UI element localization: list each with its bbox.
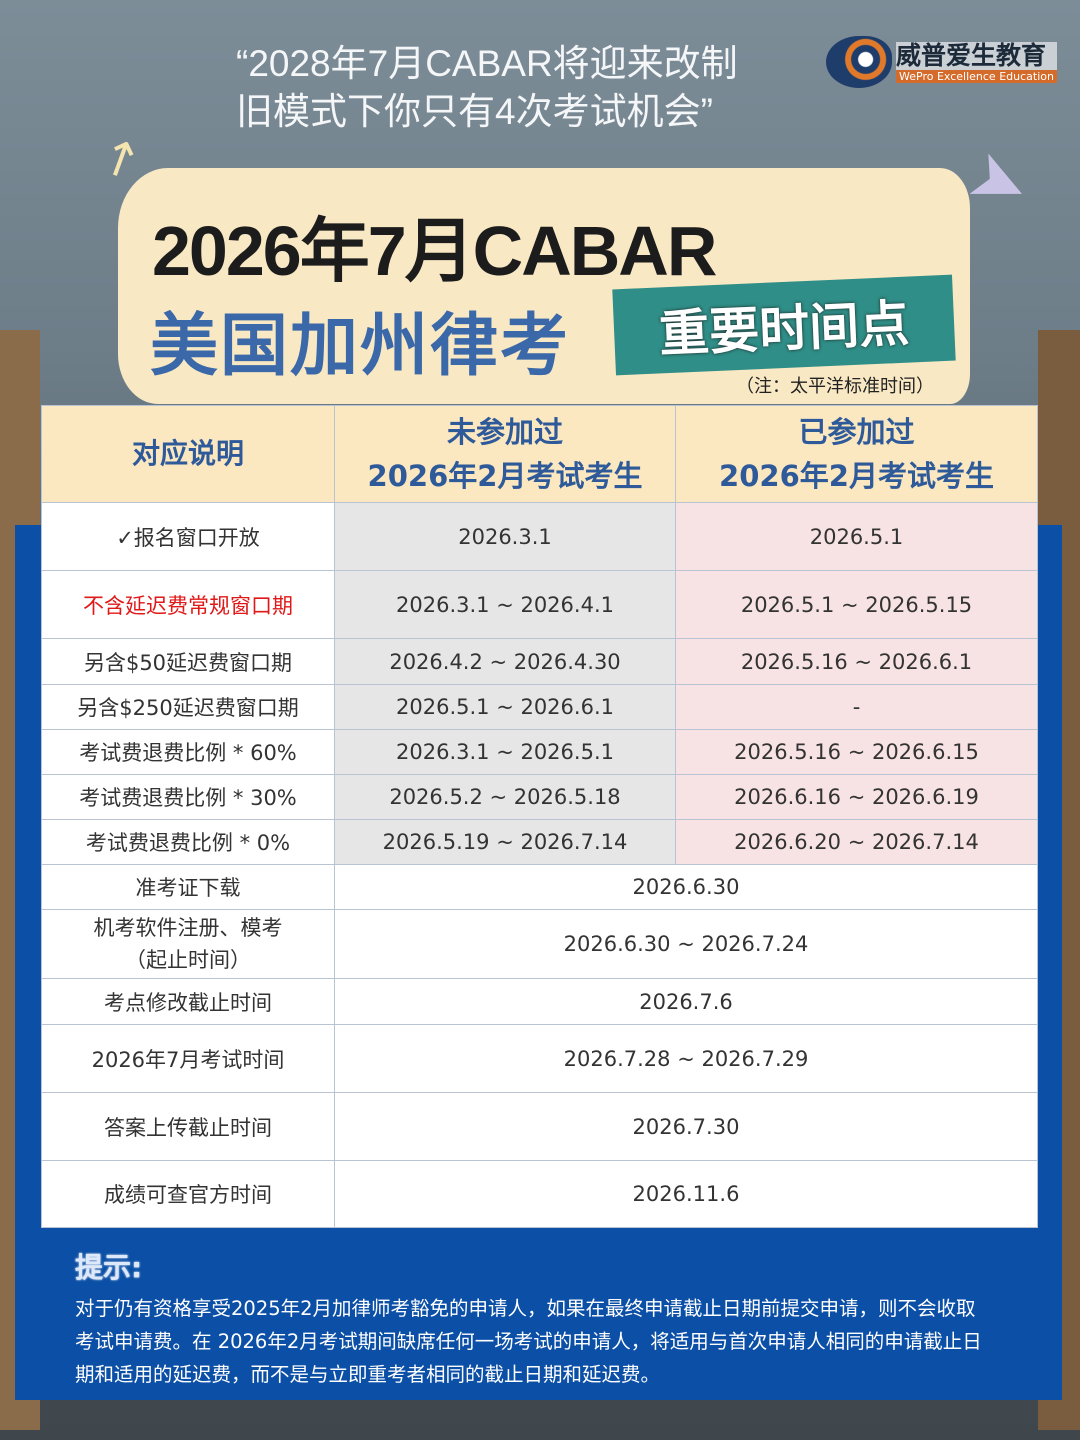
table-row: 准考证下载 2026.6.30 (41, 864, 1038, 910)
value-attended: - (675, 684, 1038, 730)
value-attended: 2026.6.16 ~ 2026.6.19 (675, 774, 1038, 820)
table-row: 不含延迟费常规窗口期 2026.3.1 ~ 2026.4.1 2026.5.1 ~ … (41, 570, 1038, 639)
row-label: 另含$250延迟费窗口期 (41, 684, 335, 730)
header-text: 对应说明 (131, 437, 244, 470)
table-row: 2026年7月考试时间 2026.7.28 ~ 2026.7.29 (41, 1024, 1038, 1093)
row-label: 考试费退费比例 * 30% (41, 774, 335, 820)
table-row: 另含$50延迟费窗口期 2026.4.2 ~ 2026.4.30 2026.5.16… (41, 638, 1038, 685)
table-row: 考点修改截止时间 2026.7.6 (41, 978, 1038, 1025)
header-text: 未参加过 2026年2月考试考生 (367, 415, 643, 493)
table-row: 机考软件注册、模考 （起止时间） 2026.6.30 ~ 2026.7.24 (41, 909, 1038, 979)
value-attended: 2026.5.16 ~ 2026.6.15 (675, 729, 1038, 775)
quote-line-2: 旧模式下你只有4次考试机会” (236, 91, 713, 132)
row-label: 另含$50延迟费窗口期 (41, 638, 335, 685)
row-label: 准考证下载 (41, 864, 335, 910)
row-label: 机考软件注册、模考 （起止时间） (41, 909, 335, 979)
header-quote: “2028年7月CABAR将迎来改制 旧模式下你只有4次考试机会” (236, 40, 738, 136)
logo-name-cn: 威普爱生教育 (896, 41, 1057, 70)
value-attended: 2026.5.1 ~ 2026.5.15 (675, 570, 1038, 639)
row-value: 2026.7.6 (334, 978, 1038, 1025)
tip-title: 提示: (75, 1251, 143, 1284)
value-attended: 2026.6.20 ~ 2026.7.14 (675, 819, 1038, 865)
title-tag-text: 重要时间点 (658, 294, 911, 364)
row-label: 考点修改截止时间 (41, 978, 335, 1025)
brand-logo: 威普爱生教育 WePro Excellence Education (826, 36, 1057, 88)
value-attended: 2026.5.16 ~ 2026.6.1 (675, 638, 1038, 685)
value-not-attended: 2026.5.19 ~ 2026.7.14 (334, 819, 676, 865)
header-text: 已参加过 2026年2月考试考生 (719, 415, 994, 493)
row-label: 考试费退费比例 * 60% (41, 729, 335, 775)
timezone-note: （注：太平洋标准时间） (736, 376, 934, 397)
row-value: 2026.6.30 (334, 864, 1038, 910)
row-value: 2026.11.6 (334, 1160, 1038, 1228)
row-value: 2026.7.28 ~ 2026.7.29 (334, 1024, 1038, 1093)
value-not-attended: 2026.5.1 ~ 2026.6.1 (334, 684, 676, 730)
header-attended: 已参加过 2026年2月考试考生 (675, 405, 1038, 503)
logo-name-en: WePro Excellence Education (896, 69, 1057, 83)
tip-section: 提示: 对于仍有资格享受2025年2月加律师考豁免的申请人，如果在最终申请截止日… (75, 1246, 995, 1391)
row-label: 考试费退费比例 * 0% (41, 819, 335, 865)
value-attended: 2026.5.1 (675, 502, 1038, 571)
value-not-attended: 2026.3.1 (334, 502, 676, 571)
table-row: 另含$250延迟费窗口期 2026.5.1 ~ 2026.6.1- (41, 684, 1038, 730)
row-value: 2026.7.30 (334, 1092, 1038, 1161)
row-label: ✓报名窗口开放 (41, 502, 335, 571)
schedule-table: 对应说明 未参加过 2026年2月考试考生 已参加过 2026年2月考试考生 ✓… (41, 405, 1038, 1228)
table-row: 答案上传截止时间 2026.7.30 (41, 1092, 1038, 1161)
title-tag: 重要时间点 (612, 274, 956, 376)
value-not-attended: 2026.4.2 ~ 2026.4.30 (334, 638, 676, 685)
header-not-attended: 未参加过 2026年2月考试考生 (334, 405, 676, 503)
table-row: 考试费退费比例 * 60% 2026.3.1 ~ 2026.5.1 2026.5.1… (41, 729, 1038, 775)
header-description: 对应说明 (41, 405, 335, 503)
title-line-2: 美国加州律考 (150, 307, 571, 386)
row-label: 2026年7月考试时间 (41, 1024, 335, 1093)
value-not-attended: 2026.5.2 ~ 2026.5.18 (334, 774, 676, 820)
logo-icon (826, 36, 892, 88)
table-row: 成绩可查官方时间 2026.11.6 (41, 1160, 1038, 1228)
table-row: 考试费退费比例 * 30% 2026.5.2 ~ 2026.5.18 2026.6.… (41, 774, 1038, 820)
table-row: 考试费退费比例 * 0% 2026.5.19 ~ 2026.7.14 2026.6.… (41, 819, 1038, 865)
tip-body: 对于仍有资格享受2025年2月加律师考豁免的申请人，如果在最终申请截止日期前提交… (75, 1297, 982, 1386)
row-label: 不含延迟费常规窗口期 (41, 570, 335, 639)
value-not-attended: 2026.3.1 ~ 2026.4.1 (334, 570, 676, 639)
title-line-1: 2026年7月CABAR (152, 212, 717, 290)
quote-line-1: “2028年7月CABAR将迎来改制 (236, 43, 738, 84)
table-row: ✓报名窗口开放 2026.3.1 2026.5.1 (41, 502, 1038, 571)
row-label: 答案上传截止时间 (41, 1092, 335, 1161)
row-label: 成绩可查官方时间 (41, 1160, 335, 1228)
row-value: 2026.6.30 ~ 2026.7.24 (334, 909, 1038, 979)
value-not-attended: 2026.3.1 ~ 2026.5.1 (334, 729, 676, 775)
